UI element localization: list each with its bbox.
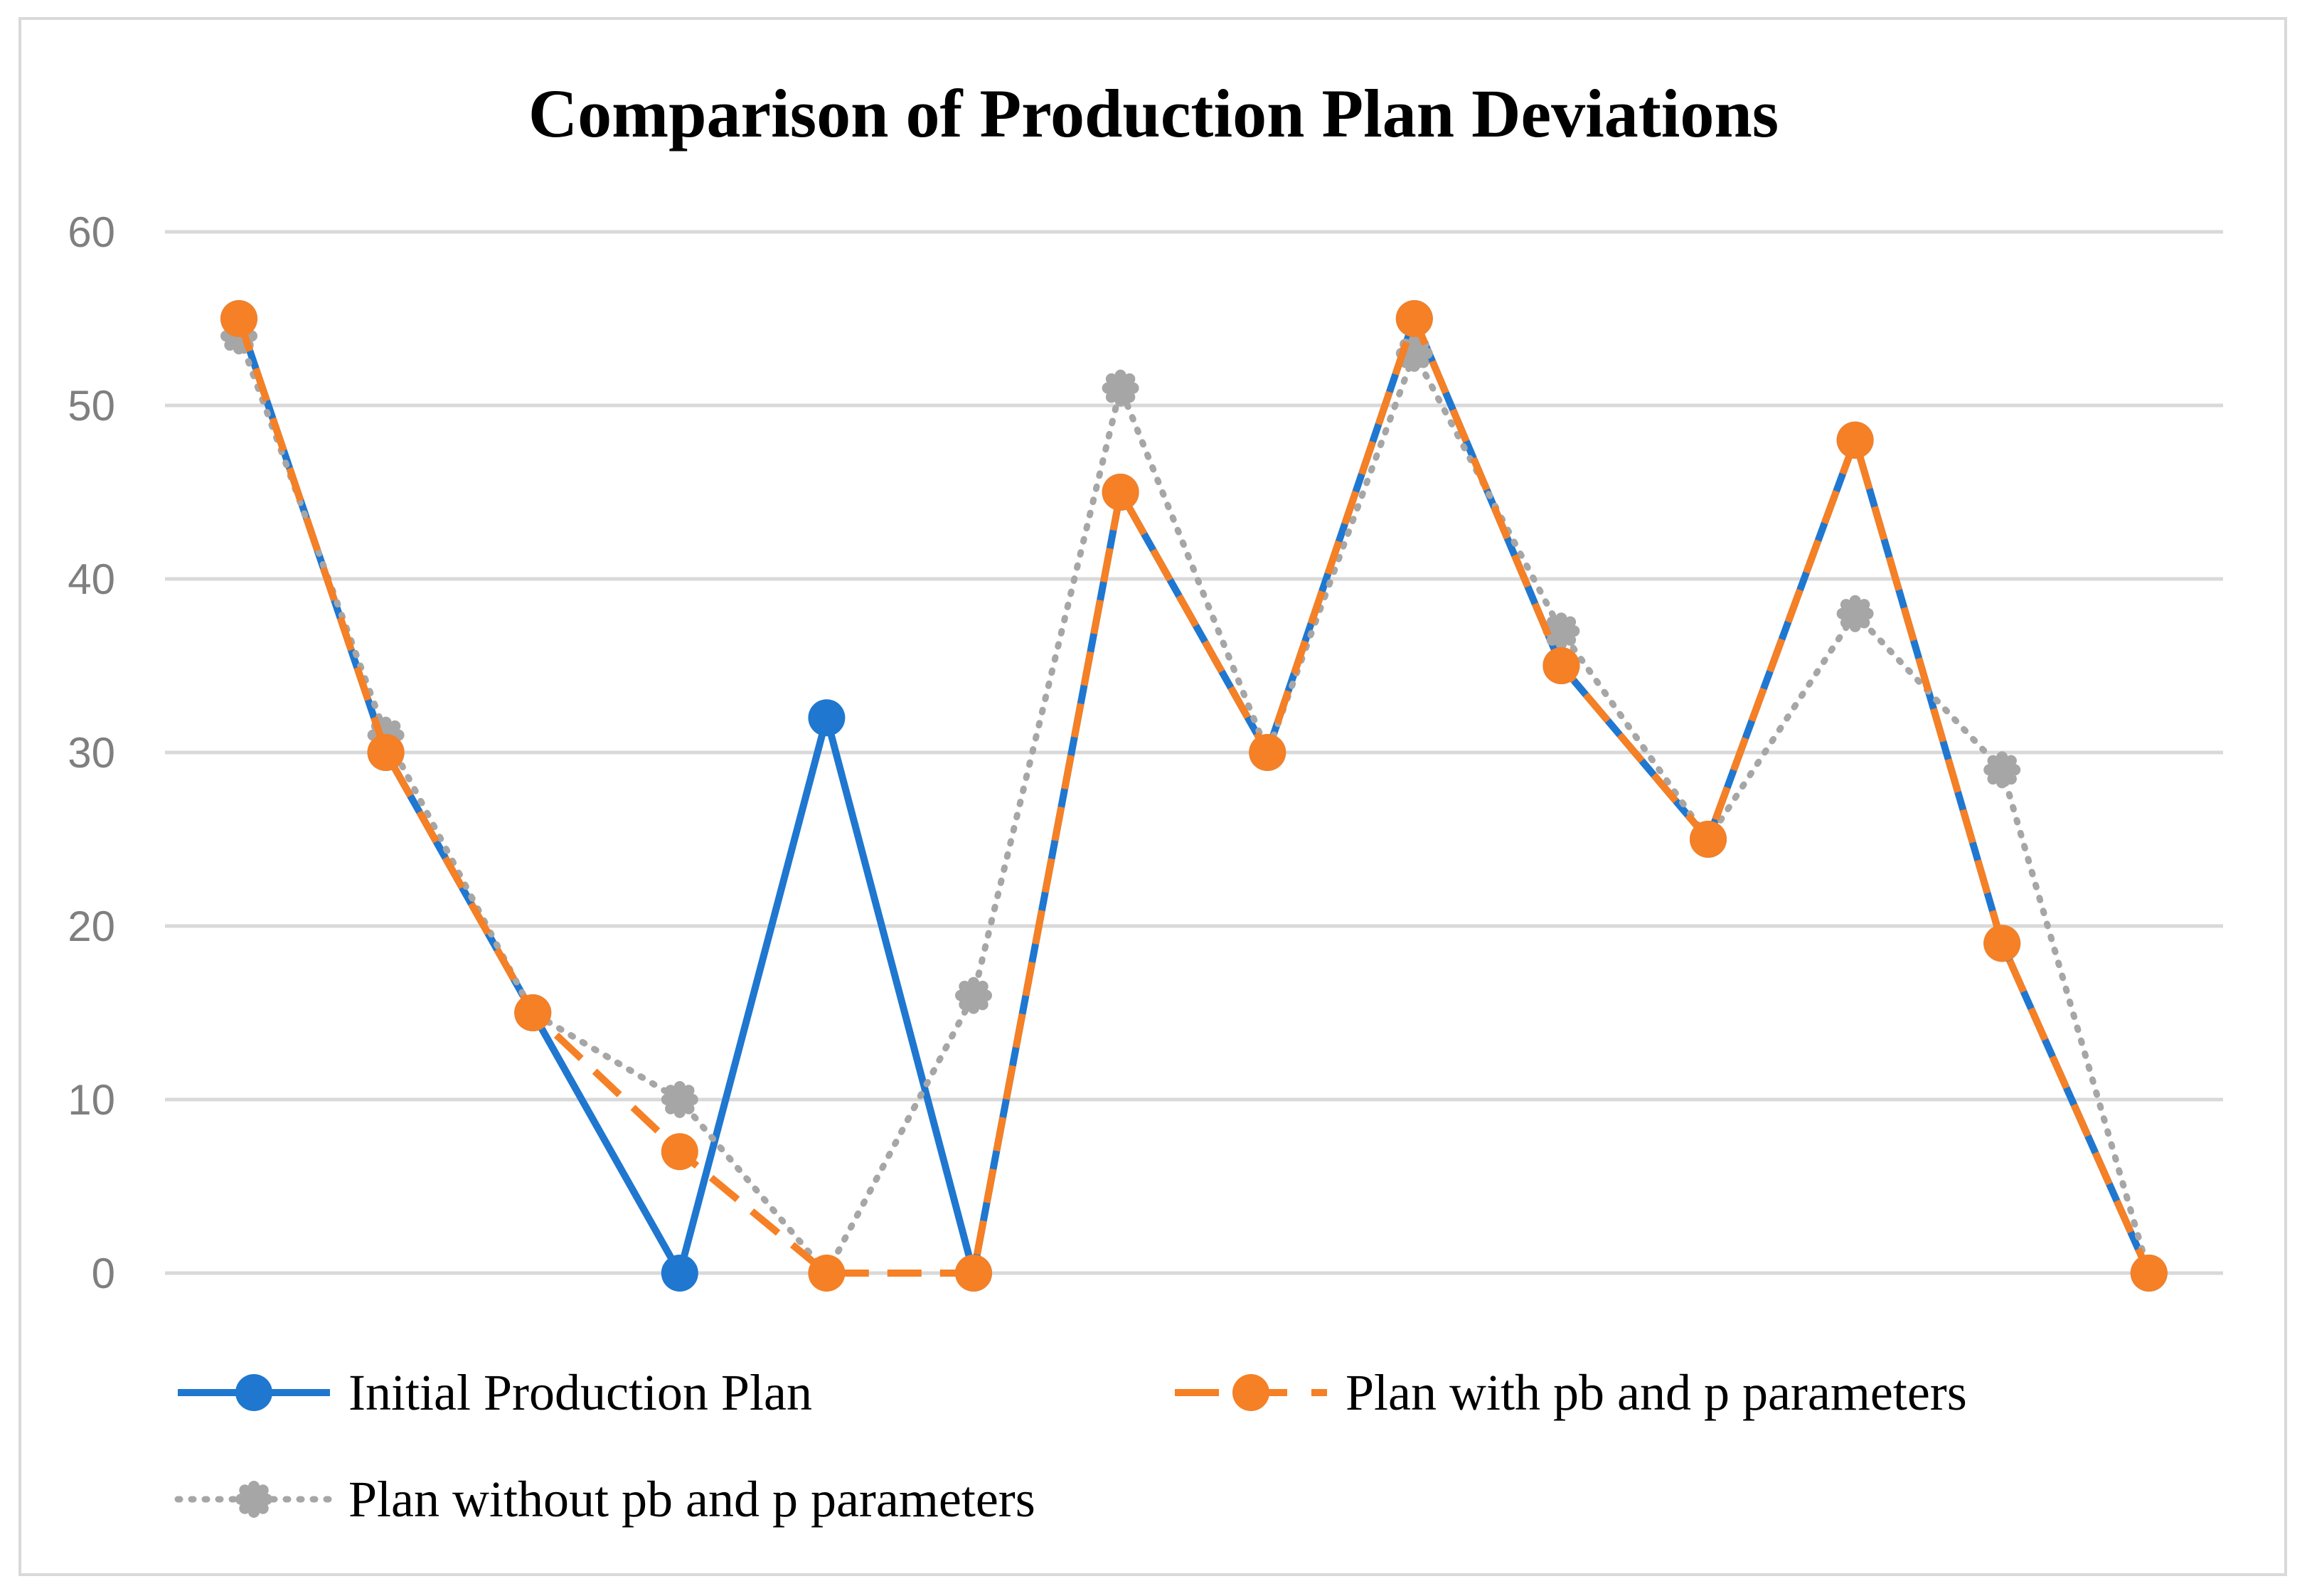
chart-frame	[18, 17, 2287, 1576]
data-point	[220, 300, 257, 337]
data-point	[1102, 369, 1139, 407]
data-point	[808, 1255, 846, 1292]
gridlines	[165, 230, 2223, 1275]
data-point	[1543, 647, 1580, 684]
data-point	[514, 994, 552, 1031]
legend: Initial Production Plan Plan with pb and …	[174, 1364, 1967, 1528]
y-axis-ticks: 0 10 20 30 40 50 60	[68, 208, 115, 1297]
series-line	[235, 332, 2153, 1277]
y-tick-label: 0	[92, 1250, 115, 1297]
series-line	[235, 315, 2153, 1277]
series-1	[220, 300, 2168, 1292]
data-point	[1102, 474, 1139, 511]
series-lines	[220, 300, 2168, 1292]
data-point	[1690, 821, 1727, 858]
data-point	[955, 1255, 992, 1292]
series-2	[220, 300, 2168, 1292]
legend-label: Initial Production Plan	[348, 1364, 812, 1421]
legend-swatch-marker	[1232, 1374, 1269, 1411]
y-tick-label: 60	[68, 208, 115, 256]
legend-swatch-marker	[235, 1481, 272, 1518]
data-point	[367, 734, 405, 771]
y-tick-label: 50	[68, 382, 115, 430]
chart-title: Comparison of Production Plan Deviations	[528, 75, 1779, 151]
series-3	[220, 317, 2168, 1292]
data-point	[1249, 734, 1286, 771]
y-tick-label: 40	[68, 555, 115, 603]
data-point	[661, 1133, 698, 1171]
y-tick-label: 10	[68, 1076, 115, 1124]
data-point	[1395, 300, 1433, 337]
data-point	[808, 699, 846, 737]
data-point	[1836, 595, 1874, 632]
legend-item: Plan with pb and p parameters	[1175, 1364, 1967, 1421]
data-point	[1983, 751, 2021, 789]
data-point	[1983, 925, 2021, 962]
data-point	[661, 1081, 698, 1118]
data-point	[1836, 421, 1874, 459]
legend-swatch-marker	[235, 1374, 272, 1411]
y-tick-label: 30	[68, 729, 115, 777]
data-point	[661, 1255, 698, 1292]
data-point	[2130, 1255, 2168, 1292]
data-point	[955, 977, 992, 1014]
legend-item: Initial Production Plan	[178, 1364, 812, 1421]
legend-label: Plan without pb and p parameters	[348, 1471, 1035, 1528]
legend-item: Plan without pb and p parameters	[174, 1471, 1035, 1528]
y-tick-label: 20	[68, 903, 115, 950]
legend-label: Plan with pb and p parameters	[1346, 1364, 1967, 1421]
